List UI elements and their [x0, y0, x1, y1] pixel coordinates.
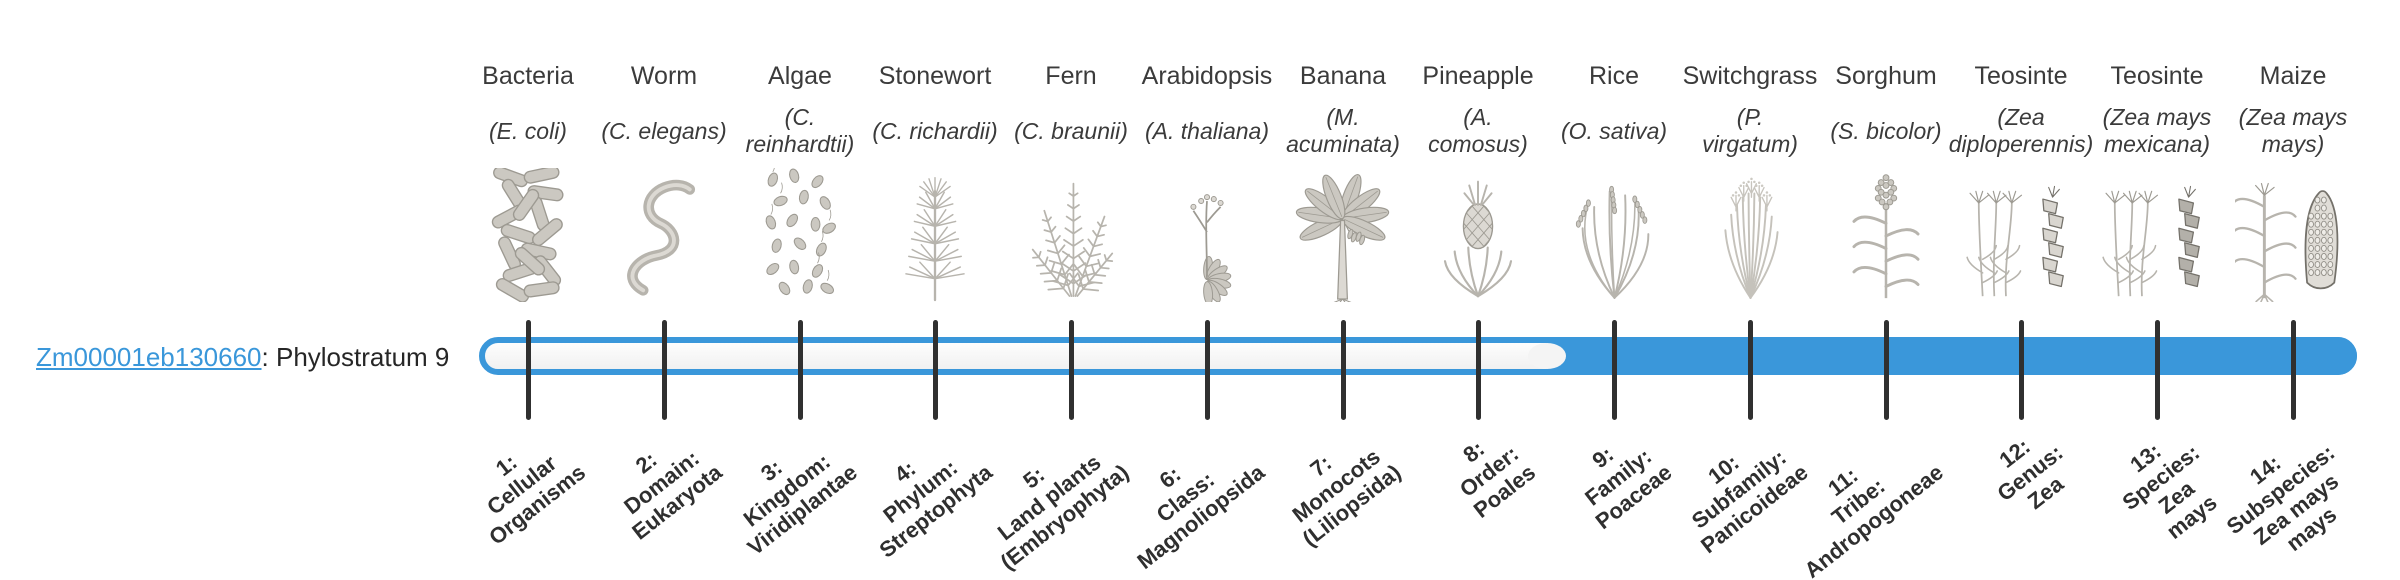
- organism-name: Rice: [1588, 62, 1639, 90]
- species-name: (C. reinhardtii): [745, 104, 855, 157]
- organism-name: Arabidopsis: [1141, 62, 1273, 90]
- worm-illustration: [589, 166, 739, 302]
- gene-id-link[interactable]: Zm00001eb130660: [36, 342, 262, 372]
- organism-name: Teosinte: [2110, 62, 2204, 90]
- teosinte-mexicana-illustration: [2082, 166, 2232, 302]
- species-name: (O. sativa): [1560, 117, 1668, 144]
- stratum-tick-12: [2018, 320, 2024, 420]
- stonewort-illustration: [860, 166, 1010, 302]
- pineapple-illustration: [1403, 166, 1553, 302]
- species-name: (P. virgatum): [1702, 104, 1798, 157]
- stratum-label-3: 3: Kingdom: Viridiplantae: [739, 448, 863, 561]
- organism-name: Maize: [2259, 62, 2327, 90]
- organism-name: Bacteria: [482, 62, 574, 90]
- stratum-tick-8: [1475, 320, 1481, 420]
- species-name: (C. richardii): [872, 117, 998, 144]
- stratum-label-5: 5: Land plants (Embryophyta): [992, 449, 1134, 575]
- timeline-bar-filled-segment: [1546, 337, 2357, 375]
- species-name: (C. elegans): [601, 117, 727, 144]
- organism-name: Switchgrass: [1682, 62, 1818, 90]
- organism-name: Pineapple: [1422, 62, 1534, 90]
- stratum-tick-9: [1611, 320, 1617, 420]
- stratum-label-1: 1: Cellular Organisms: [482, 449, 591, 550]
- species-name: (Zea mays mays): [2238, 104, 2348, 157]
- stratum-tick-4: [932, 320, 938, 420]
- maize-illustration: [2218, 166, 2368, 302]
- rice-illustration: [1539, 166, 1689, 302]
- stratum-tick-11: [1883, 320, 1889, 420]
- organism-name: Banana: [1299, 62, 1387, 90]
- species-name: (A. comosus): [1428, 104, 1528, 157]
- stratum-tick-10: [1747, 320, 1753, 420]
- fern-illustration: [996, 166, 1146, 302]
- stratum-label-4: 4: Phylum: Streptophyta: [874, 454, 998, 563]
- stratum-tick-7: [1340, 320, 1346, 420]
- stratum-label-8: 8: Order: Poales: [1454, 435, 1541, 523]
- species-name: (S. bicolor): [1830, 117, 1942, 144]
- species-name: (A. thaliana): [1144, 117, 1269, 144]
- stratum-label-14: 14: Subspecies: Zea mays mays: [2222, 439, 2344, 557]
- algae-illustration: [725, 166, 875, 302]
- organism-name: Stonewort: [878, 62, 992, 90]
- stratum-tick-14: [2290, 320, 2296, 420]
- stratum-label-6: 6: Class: Magnoliopsida: [1132, 459, 1270, 574]
- stratum-label-2: 2: Domain: Eukaryota: [618, 445, 727, 545]
- sorghum-illustration: [1811, 166, 1961, 302]
- stratum-tick-2: [661, 320, 667, 420]
- stratum-tick-6: [1204, 320, 1210, 420]
- stratum-label-7: 7: Monocots (Liliopsida): [1287, 443, 1406, 552]
- stratum-label-13: 13: Species: Zea mays: [2117, 438, 2222, 544]
- teosinte-diploperennis-illustration: [1946, 166, 2096, 302]
- gene-label: Zm00001eb130660: Phylostratum 9: [36, 340, 449, 374]
- stratum-tick-1: [525, 320, 531, 420]
- banana-plant-illustration: [1268, 166, 1418, 302]
- species-name: (M. acuminata): [1286, 104, 1400, 157]
- stratum-tick-13: [2154, 320, 2160, 420]
- stratum-tick-3: [797, 320, 803, 420]
- organism-name: Fern: [1045, 62, 1097, 90]
- stratum-label-9: 9: Family: Poaceae: [1579, 441, 1677, 535]
- species-name: (Zea mays mexicana): [2102, 104, 2212, 157]
- organism-name: Sorghum: [1835, 62, 1937, 90]
- species-name: (Zea diploperennis): [1948, 104, 2094, 157]
- stratum-tick-5: [1068, 320, 1074, 420]
- gene-phylostratum-text: : Phylostratum 9: [261, 342, 450, 372]
- arabidopsis-illustration: [1132, 166, 1282, 302]
- organism-name: Teosinte: [1974, 62, 2068, 90]
- organism-name: Worm: [630, 62, 698, 90]
- species-name: (E. coli): [489, 117, 567, 144]
- bacteria-illustration: [453, 166, 603, 302]
- stratum-label-11: 11: Tribe: Andropogoneae: [1799, 459, 1949, 580]
- switchgrass-illustration: [1675, 166, 1825, 302]
- species-name: (C. braunii): [1014, 117, 1128, 144]
- organism-name: Algae: [768, 62, 832, 90]
- stratum-label-12: 12: Genus: Zea: [1992, 433, 2069, 515]
